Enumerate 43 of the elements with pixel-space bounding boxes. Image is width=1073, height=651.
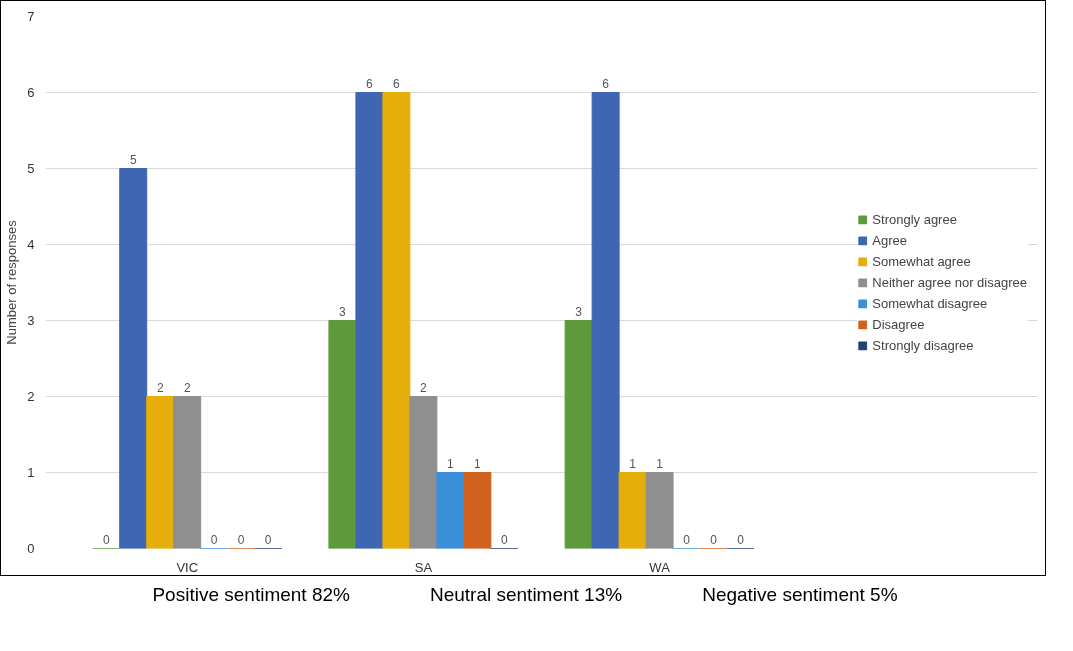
data-label: 0 bbox=[237, 532, 245, 547]
x-tick-label: VIC bbox=[176, 559, 199, 575]
data-label: 2 bbox=[183, 380, 191, 395]
data-label: 1 bbox=[447, 456, 455, 471]
data-label: 6 bbox=[602, 76, 610, 91]
legend-label: Disagree bbox=[872, 316, 925, 332]
y-tick-label: 1 bbox=[27, 465, 35, 480]
data-label: 0 bbox=[683, 532, 691, 547]
x-tick-label: SA bbox=[414, 559, 433, 575]
y-tick-label: 2 bbox=[27, 389, 35, 404]
data-label: 0 bbox=[501, 532, 509, 547]
legend-label: Somewhat disagree bbox=[872, 295, 988, 311]
text: Negative sentiment 5% bbox=[702, 584, 898, 605]
y-tick-label: 7 bbox=[27, 9, 35, 24]
y-tick-label: 4 bbox=[27, 237, 35, 252]
x-tick-label: WA bbox=[649, 559, 671, 575]
data-label: 1 bbox=[656, 456, 664, 471]
data-label: 0 bbox=[710, 532, 718, 547]
text: Neutral sentiment 13% bbox=[429, 584, 623, 605]
data-label: 6 bbox=[393, 76, 401, 91]
data-label: 2 bbox=[156, 380, 164, 395]
legend-label: Strongly disagree bbox=[872, 337, 974, 353]
legend-label: Strongly agree bbox=[872, 211, 957, 227]
data-label: 1 bbox=[629, 456, 637, 471]
data-label: 3 bbox=[339, 304, 347, 319]
legend-label: Somewhat agree bbox=[872, 253, 971, 269]
legend-label: Neither agree nor disagree bbox=[872, 274, 1027, 290]
y-tick-label: 5 bbox=[27, 161, 35, 176]
data-label: 6 bbox=[366, 76, 374, 91]
data-label: 0 bbox=[264, 532, 272, 547]
data-label: 1 bbox=[474, 456, 482, 471]
legend-label: Agree bbox=[872, 232, 908, 248]
data-label: 0 bbox=[102, 532, 110, 547]
text: Positive sentiment 82% bbox=[152, 584, 350, 605]
y-tick-label: 0 bbox=[27, 541, 35, 556]
data-label: 0 bbox=[210, 532, 218, 547]
data-label: 3 bbox=[575, 304, 583, 319]
data-label: 0 bbox=[737, 532, 745, 547]
data-label: 5 bbox=[129, 152, 137, 167]
y-axis-title: Number of responses bbox=[4, 219, 20, 345]
y-tick-label: 6 bbox=[27, 85, 35, 100]
data-label: 2 bbox=[420, 380, 428, 395]
y-tick-label: 3 bbox=[27, 313, 35, 328]
